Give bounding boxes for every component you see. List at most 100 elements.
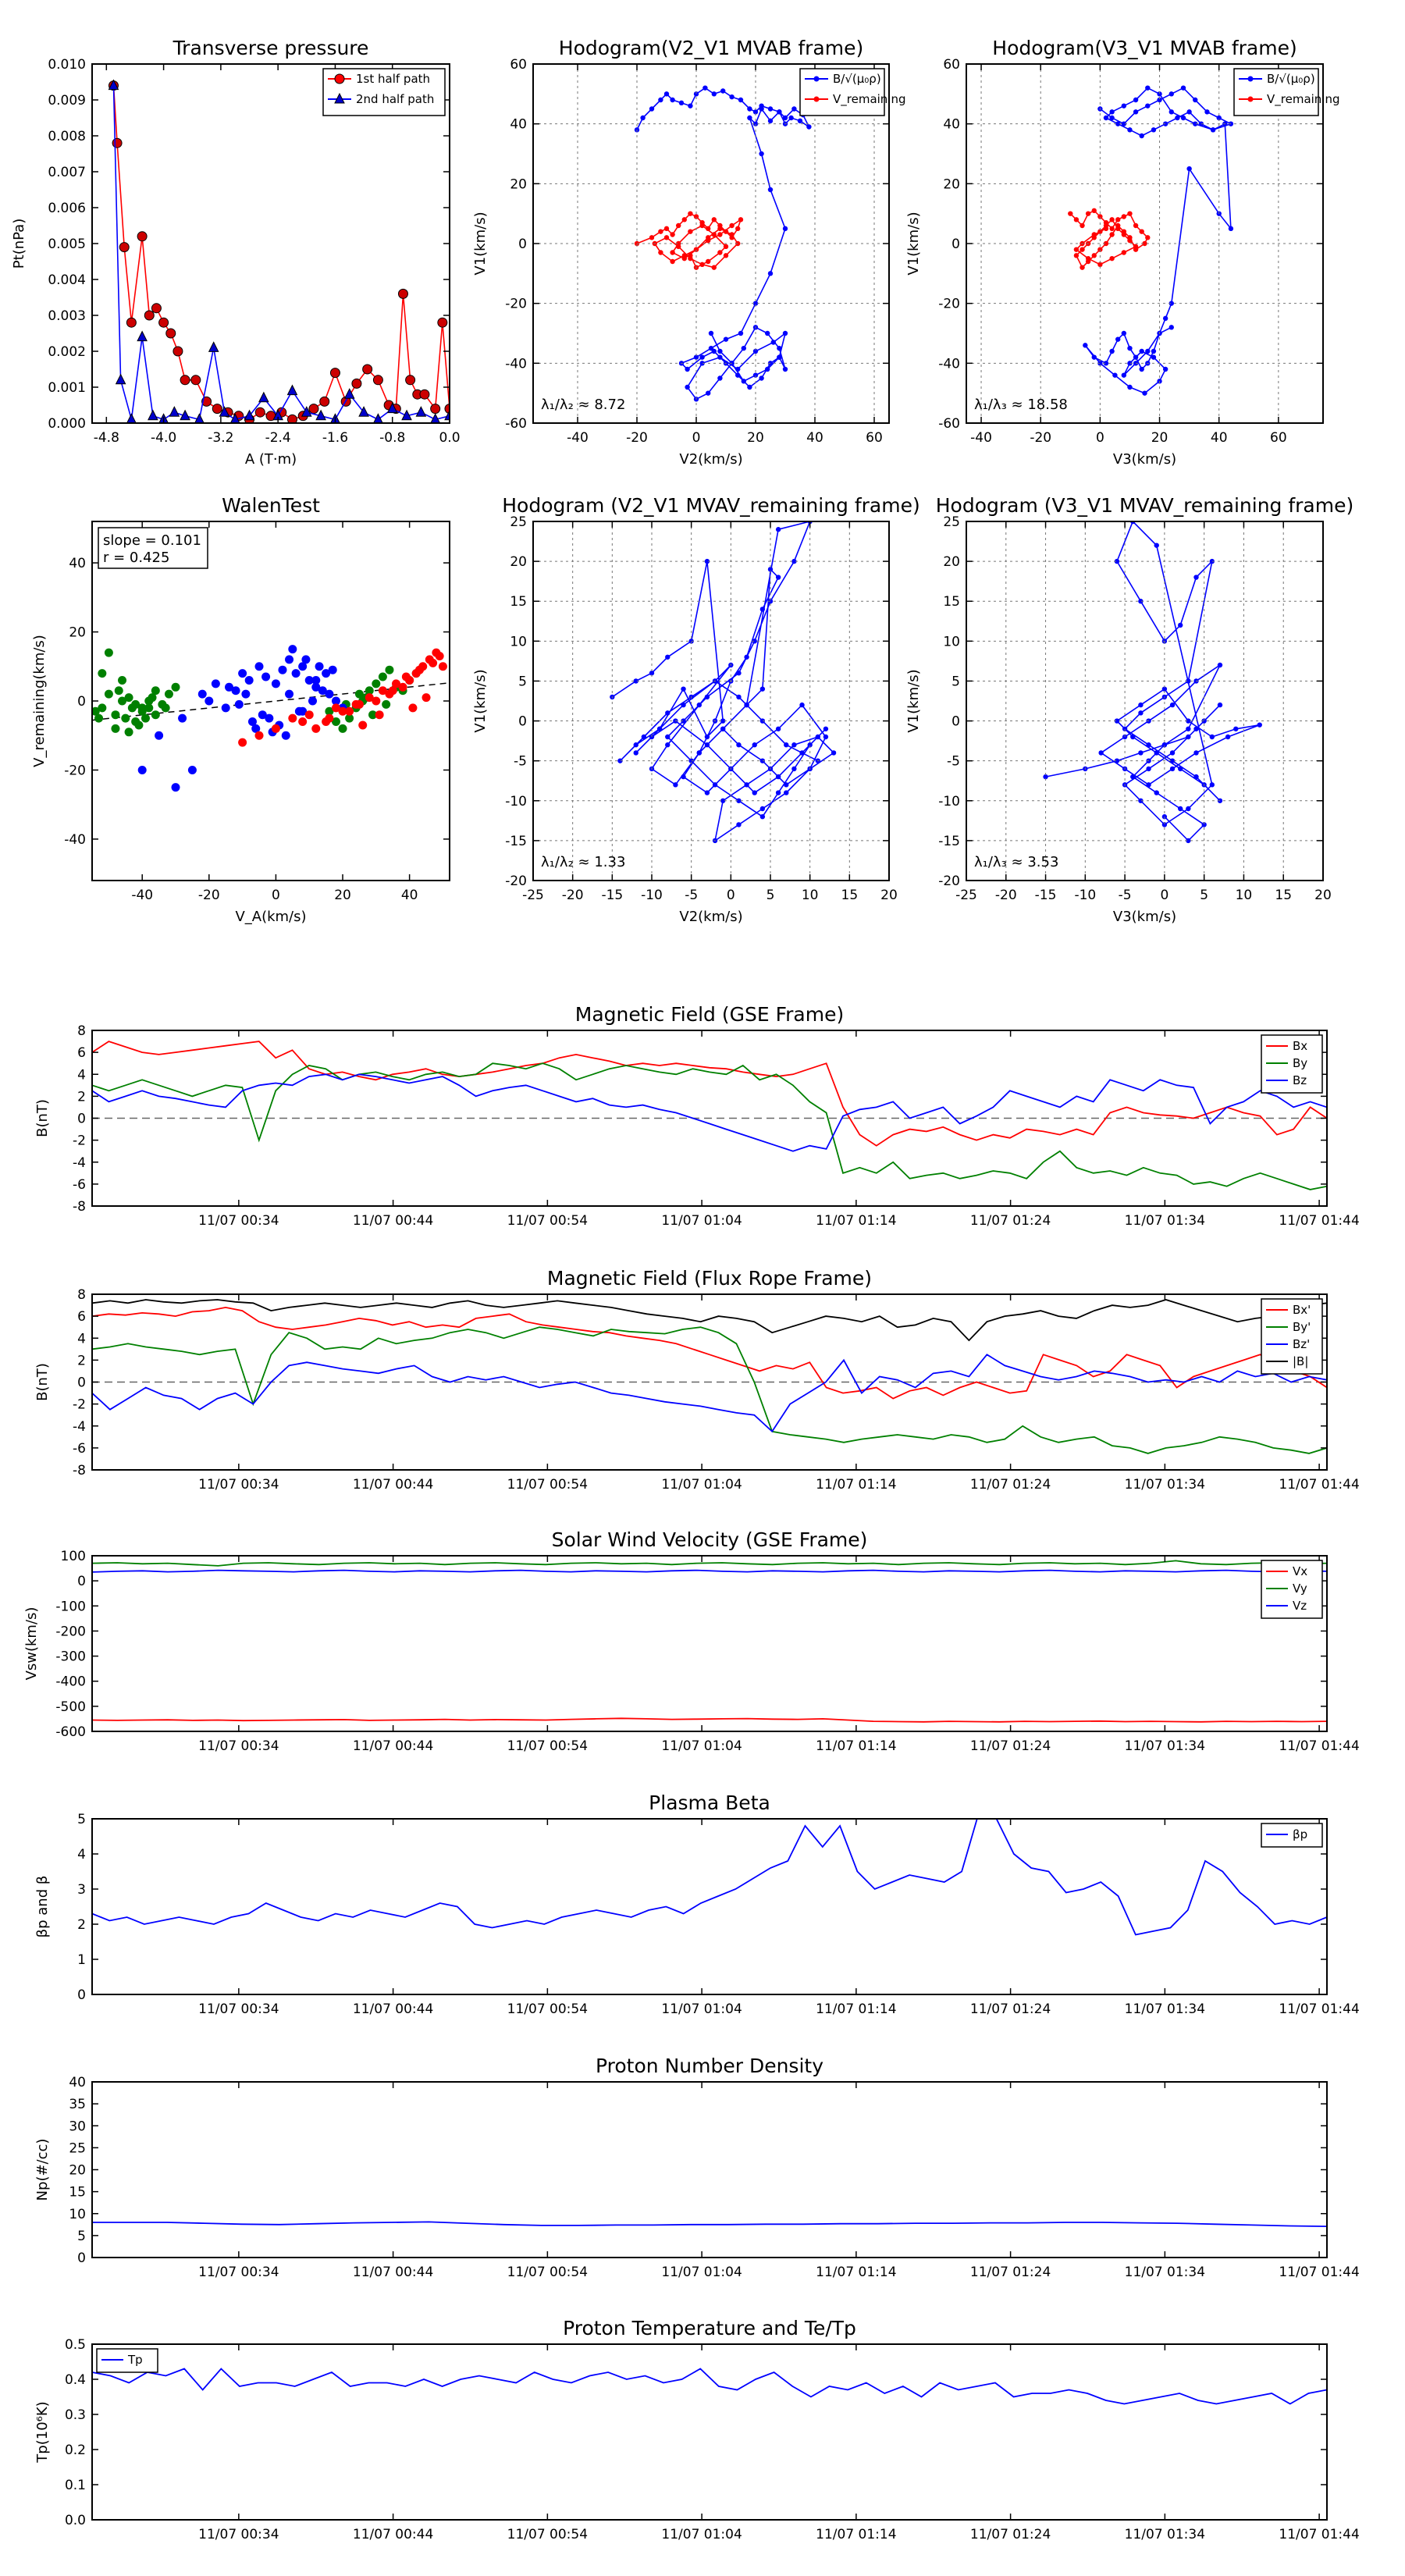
data-point [315, 662, 324, 671]
data-point [331, 703, 340, 713]
chart-title: Magnetic Field (Flux Rope Frame) [547, 1267, 872, 1290]
y-axis-label: V1(km/s) [905, 669, 922, 732]
data-point [1201, 822, 1207, 827]
data-point [702, 85, 708, 91]
data-point [1115, 217, 1121, 222]
data-point [752, 742, 757, 748]
data-point [338, 724, 347, 733]
x-tick-label: 11/07 01:24 [970, 2265, 1051, 2280]
data-point [164, 689, 173, 699]
data-point [161, 703, 170, 713]
y-tick-label: 0 [77, 1987, 86, 2003]
data-point [414, 665, 424, 674]
x-tick-label: -5 [685, 888, 698, 903]
data-point [1091, 208, 1097, 214]
y-tick-label: 0.1 [65, 2478, 86, 2493]
data-point [704, 734, 710, 740]
y-tick-label: 10 [943, 634, 960, 649]
series-0 [1083, 85, 1234, 396]
y-tick-label: 20 [69, 625, 86, 641]
data-point [301, 655, 311, 664]
data-point [1228, 226, 1234, 232]
data-point [285, 689, 294, 699]
data-point [137, 231, 148, 242]
data-point [784, 742, 789, 748]
series-0 [1043, 521, 1262, 844]
data-point [1168, 301, 1174, 306]
data-point [704, 694, 710, 700]
x-tick-label: 11/07 00:44 [353, 1477, 433, 1493]
y-tick-label: -60 [938, 416, 960, 432]
chart-vsw: 11/07 00:34 11/07 00:44 11/07 00:54 11/07 0… [23, 1528, 1360, 1754]
data-point [767, 567, 774, 572]
annotation-text: λ₁/λ₃ ≈ 3.53 [974, 854, 1058, 870]
x-tick-label: 20 [880, 888, 898, 903]
y-tick-label: 15 [510, 594, 527, 610]
x-tick-label: 20 [1314, 888, 1332, 903]
data-point [318, 686, 327, 696]
x-tick-label: 11/07 01:24 [970, 1213, 1051, 1229]
data-point [1168, 325, 1174, 330]
data-point [685, 384, 690, 390]
data-point [712, 782, 718, 788]
data-point [1121, 330, 1127, 336]
y-tick-label: 30 [69, 2119, 86, 2134]
axes-frame [91, 2081, 1328, 2258]
annotation-box [98, 527, 208, 569]
data-point [258, 710, 267, 720]
data-point [1127, 384, 1133, 390]
y-tick-label: 2 [77, 1353, 86, 1368]
x-tick-label: 20 [334, 888, 351, 903]
data-point [670, 250, 675, 255]
data-point [744, 654, 749, 660]
data-point [775, 527, 781, 532]
x-tick-label: 0 [272, 888, 280, 903]
x-tick-label: 11/07 01:14 [816, 2265, 896, 2280]
data-point [124, 693, 133, 703]
data-point [688, 758, 694, 763]
x-tick-label: 11/07 00:34 [198, 1477, 279, 1493]
data-point [1114, 718, 1120, 724]
data-point [649, 671, 655, 676]
data-point [221, 703, 230, 713]
data-point [108, 79, 119, 91]
series-0 [634, 85, 812, 402]
legend-marker [1247, 96, 1254, 102]
data-point [134, 720, 144, 730]
data-point [1145, 85, 1151, 91]
data-point [706, 226, 711, 232]
data-point [791, 766, 797, 772]
data-point [114, 686, 123, 696]
data-point [151, 686, 160, 696]
data-point [735, 226, 741, 232]
y-tick-label: 0.007 [48, 165, 86, 180]
data-point [1127, 361, 1133, 366]
data-point [1073, 247, 1080, 252]
data-point [415, 406, 427, 417]
data-point [1154, 790, 1159, 795]
data-point [298, 662, 308, 671]
x-tick-label: -20 [626, 430, 648, 446]
data-point [782, 115, 788, 121]
data-point [1186, 734, 1191, 740]
data-point [1130, 774, 1136, 780]
series-line-0 [92, 1041, 1327, 1147]
chart-hodo2: -40 -20 0 20 40 60 V3(km/s) -60 -40 -20 0 20 40 60 V1(… [905, 37, 1340, 468]
x-tick-label: 11/07 00:44 [353, 2527, 433, 2542]
series-line-0 [92, 1306, 1327, 1400]
data-point [1121, 121, 1127, 126]
data-point [775, 726, 781, 731]
data-point [422, 693, 431, 703]
x-tick-label: 11/07 00:54 [507, 2527, 588, 2542]
y-tick-label: 0 [77, 1112, 86, 1127]
y-tick-label: -20 [64, 763, 86, 778]
data-point [165, 328, 176, 339]
data-point [782, 330, 788, 336]
x-tick-label: 11/07 01:14 [816, 1738, 896, 1754]
data-point [311, 724, 321, 733]
plot-area [634, 85, 812, 402]
y-tick-label: -20 [505, 297, 527, 312]
data-point [382, 699, 391, 709]
legend-label: 1st half path [356, 72, 430, 86]
x-tick-label: -20 [1030, 430, 1051, 446]
